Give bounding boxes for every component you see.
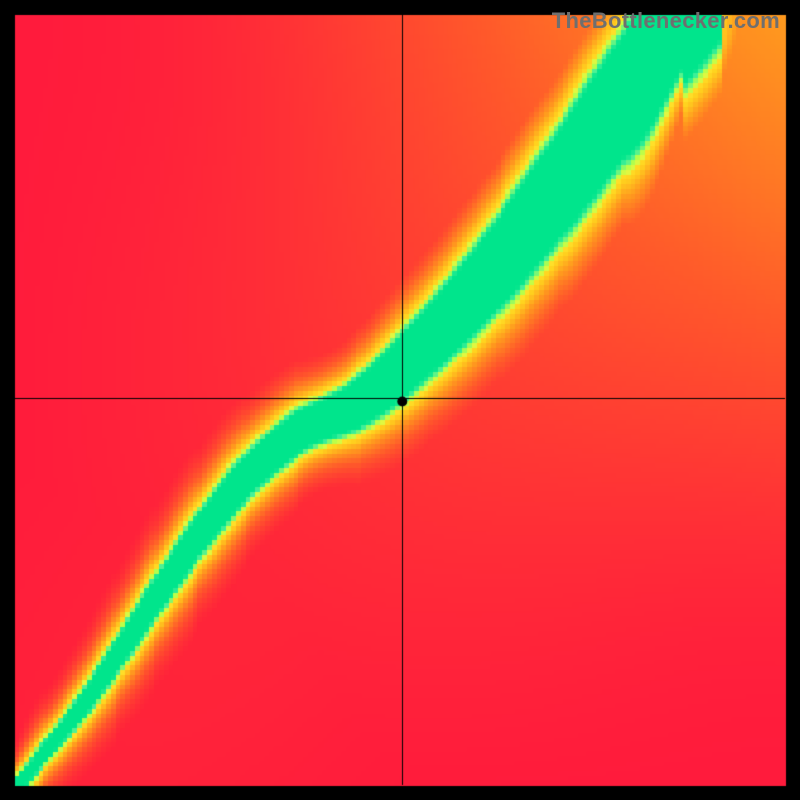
plot-container: TheBottlenecker.com <box>0 0 800 800</box>
bottleneck-heatmap <box>0 0 800 800</box>
